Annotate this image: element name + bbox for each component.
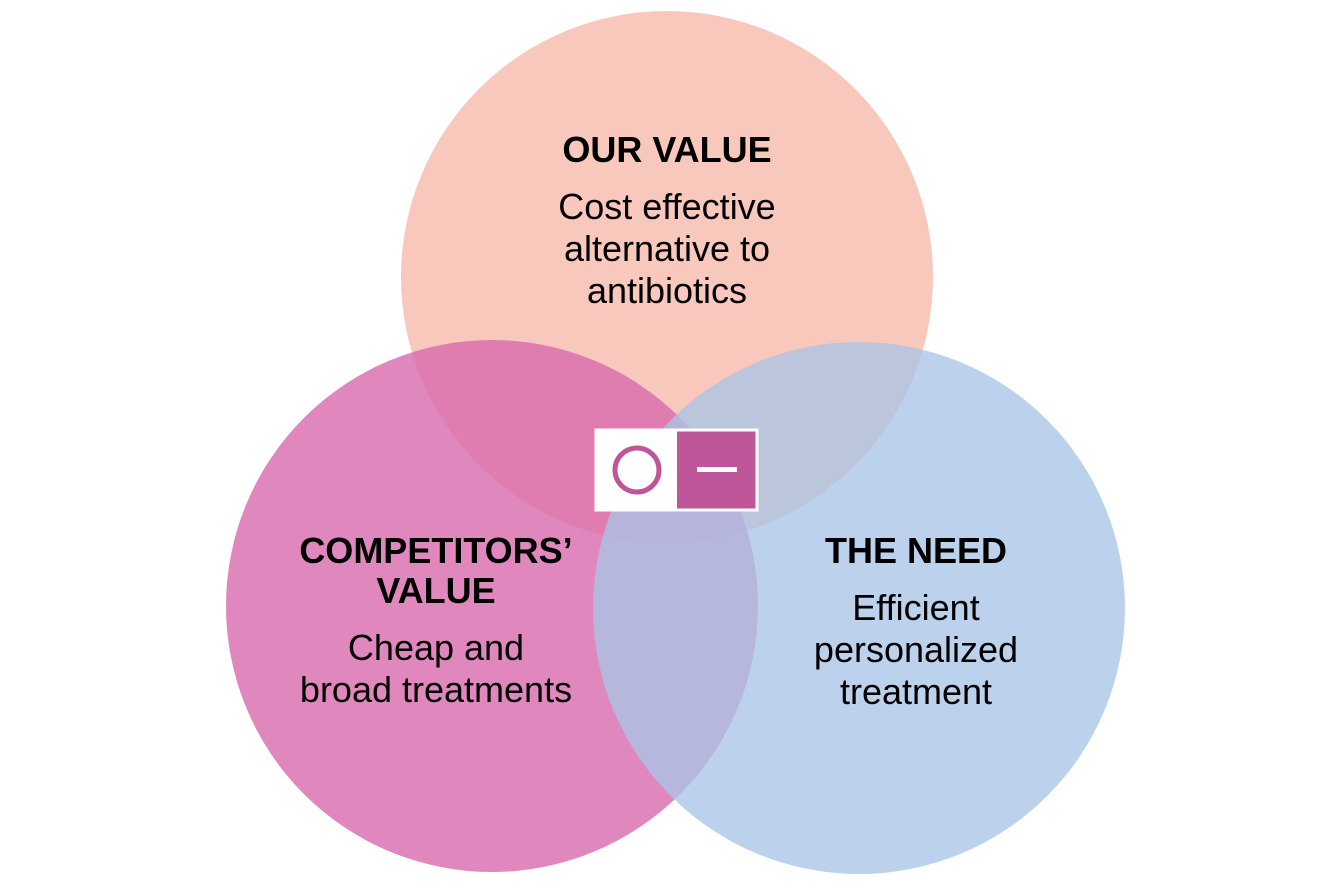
the-need-description: Efficient personalized treatment xyxy=(813,587,1019,712)
our-value-description: Cost effective alternative to antibiotic… xyxy=(558,186,776,311)
competitors-value-label: COMPETITORS’ VALUE Cheap and broad treat… xyxy=(236,531,636,711)
competitors-value-title: COMPETITORS’ VALUE xyxy=(299,530,573,611)
logo-circle-icon xyxy=(612,445,662,495)
our-value-label: OUR VALUE Cost effective alternative to … xyxy=(467,130,867,312)
our-value-title: OUR VALUE xyxy=(562,129,772,170)
center-logo-icon xyxy=(594,428,759,512)
logo-left-panel xyxy=(596,430,677,510)
the-need-label: THE NEED Efficient personalized treatmen… xyxy=(716,531,1116,713)
the-need-title: THE NEED xyxy=(824,530,1008,571)
logo-minus-icon xyxy=(697,467,737,472)
logo-outline xyxy=(594,428,759,512)
competitors-value-description: Cheap and broad treatments xyxy=(299,627,573,710)
